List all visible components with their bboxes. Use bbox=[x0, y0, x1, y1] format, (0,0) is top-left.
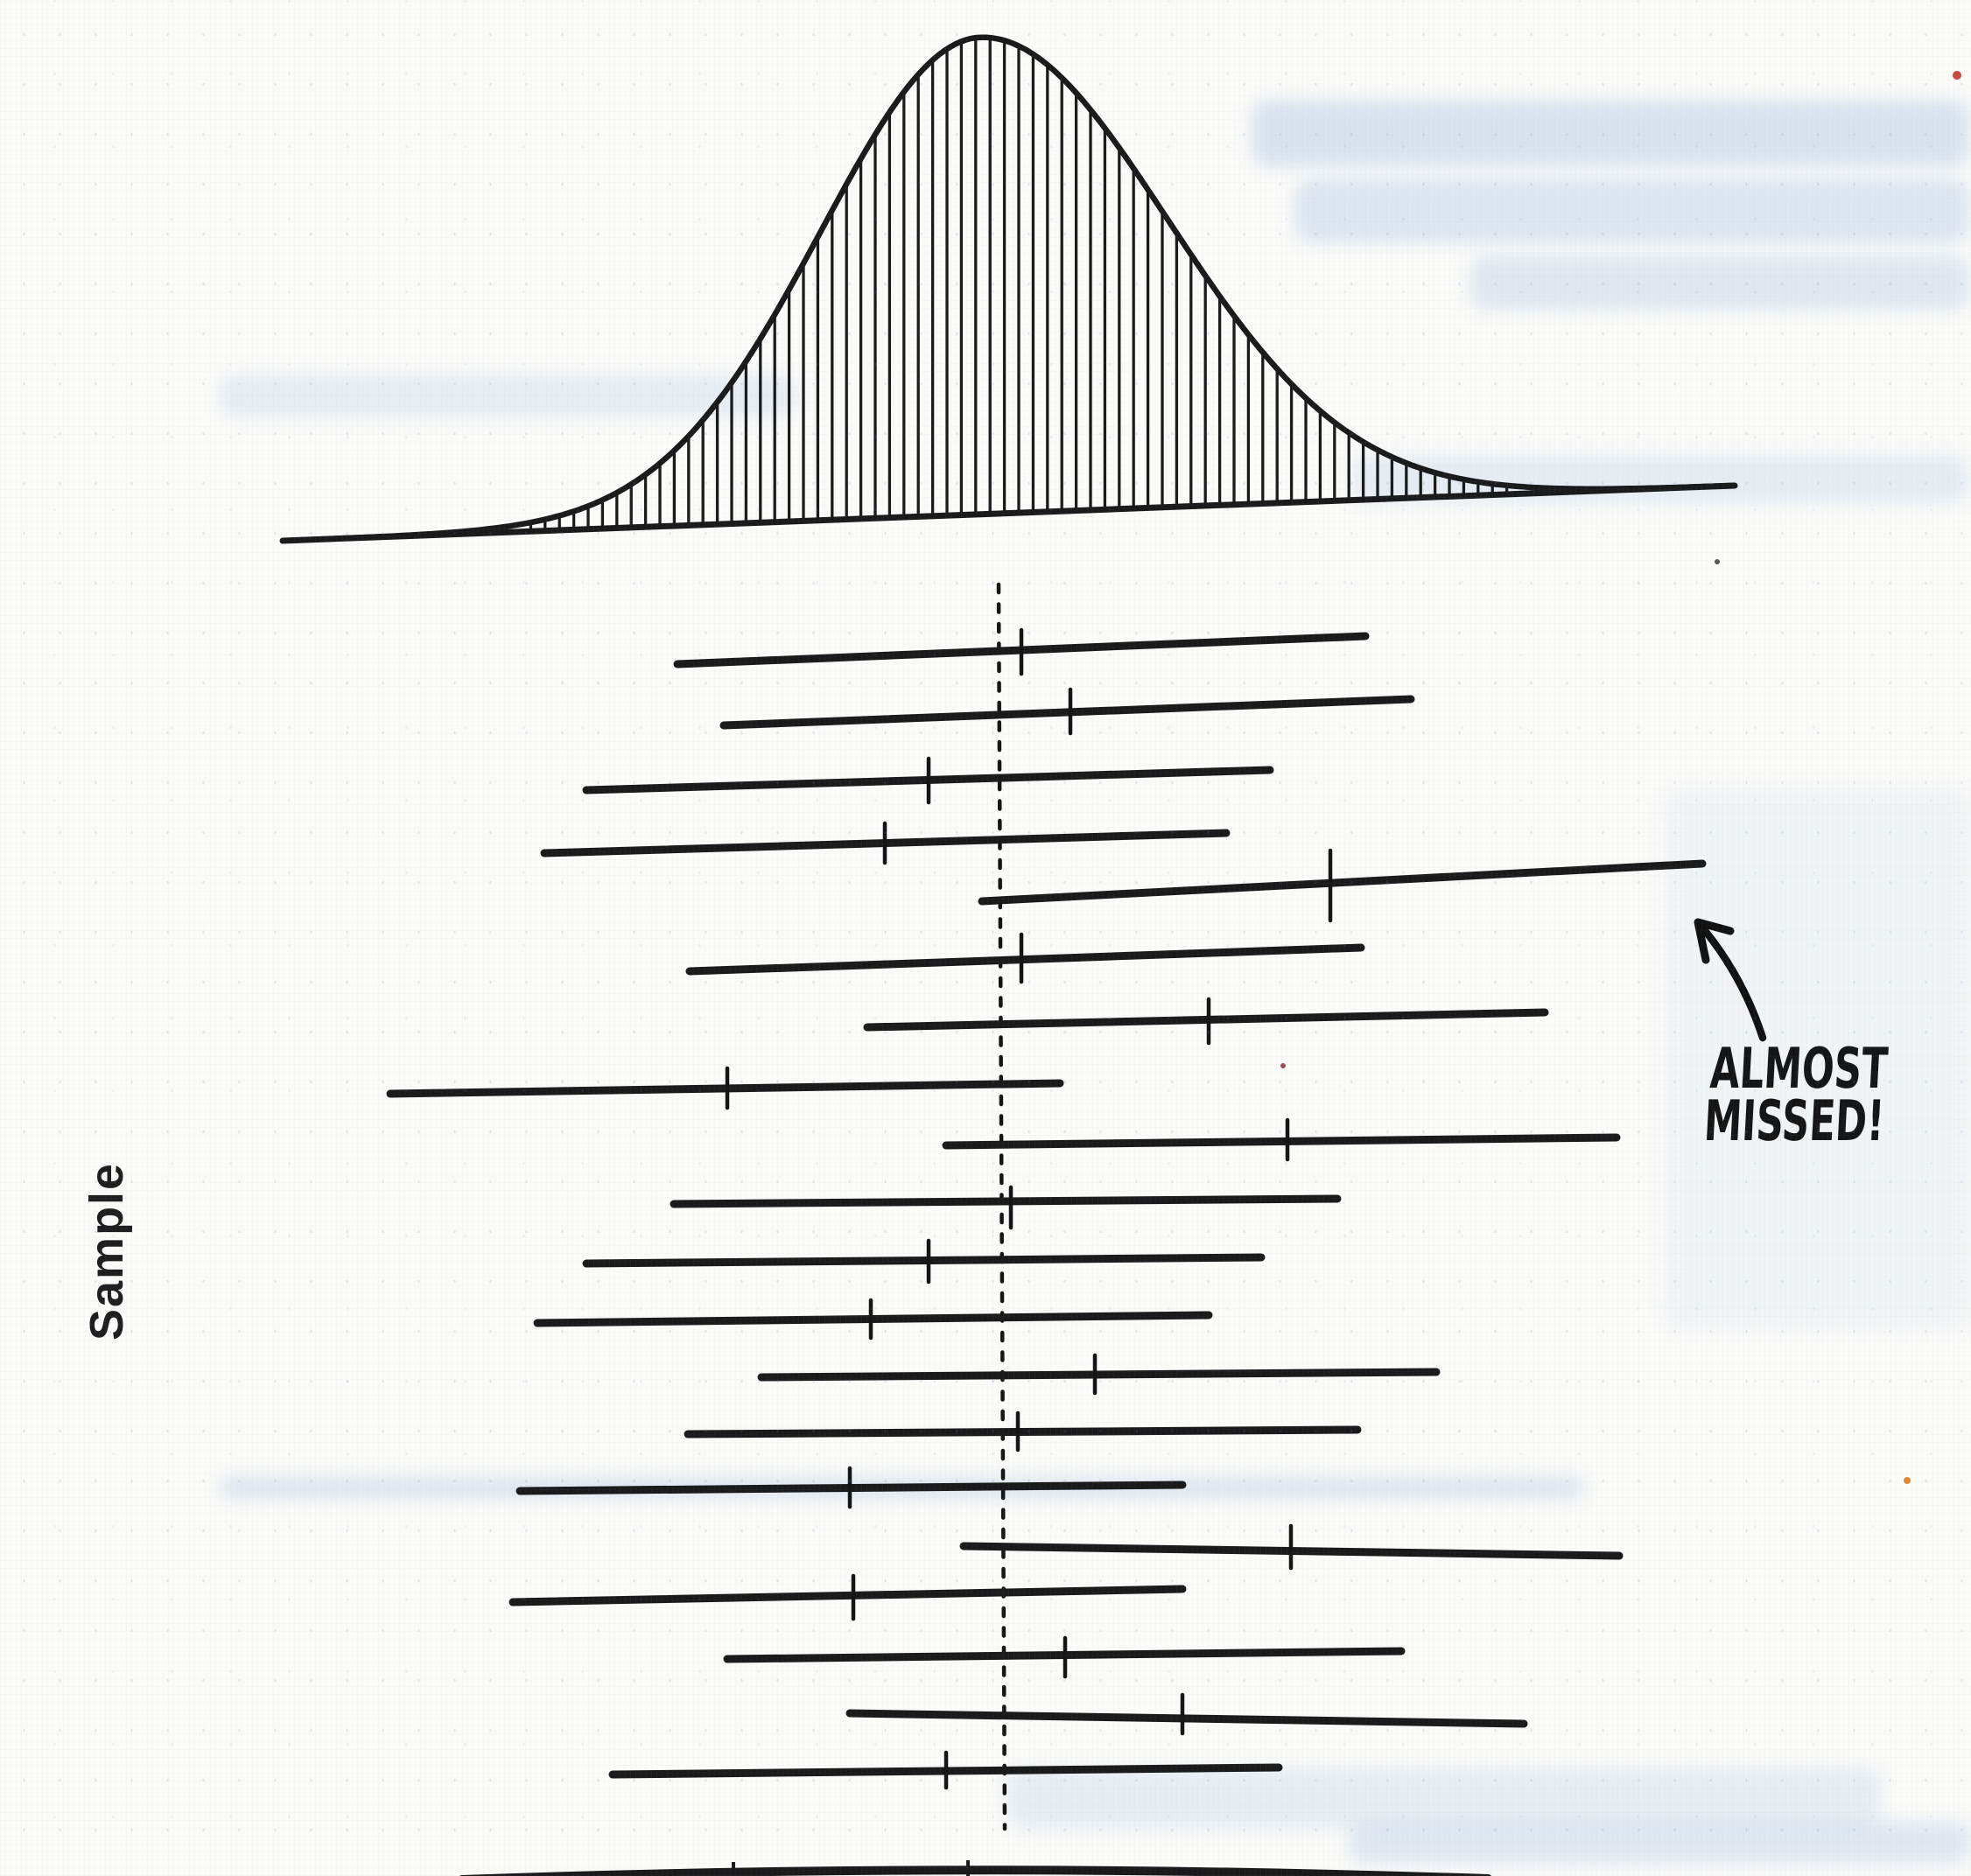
confidence-interval-rows bbox=[386, 627, 1707, 1790]
confidence-interval-line bbox=[845, 1709, 1528, 1728]
confidence-interval-line bbox=[978, 859, 1707, 906]
ghost-text-band bbox=[1663, 788, 1971, 1330]
sample-interval-row bbox=[582, 756, 1274, 805]
confidence-interval-line bbox=[386, 1079, 1064, 1098]
y-axis-label: Sample bbox=[81, 1162, 133, 1340]
confidence-interval-line bbox=[685, 943, 1365, 976]
bottom-curve-line bbox=[459, 1866, 1491, 1876]
sampling-distribution bbox=[279, 34, 1738, 544]
confidence-interval-line bbox=[509, 1585, 1187, 1606]
sample-interval-row bbox=[509, 1573, 1187, 1621]
confidence-interval-line bbox=[684, 1425, 1362, 1438]
ghost-text-band bbox=[1470, 256, 1969, 310]
ghost-text-band bbox=[1348, 1822, 1971, 1864]
confidence-interval-line bbox=[863, 1008, 1549, 1032]
confidence-interval-line bbox=[757, 1368, 1441, 1382]
sample-interval-row bbox=[516, 1466, 1187, 1509]
paper-speck bbox=[1953, 71, 1961, 80]
ghost-text-band bbox=[219, 374, 796, 418]
paper-speck bbox=[1715, 559, 1720, 564]
sample-interval-row bbox=[684, 1410, 1362, 1452]
sample-interval-row bbox=[582, 1238, 1266, 1284]
true-mean-dotted-line bbox=[996, 582, 1007, 1831]
bell-baseline bbox=[279, 482, 1738, 544]
sample-interval-row bbox=[386, 1066, 1064, 1110]
ghost-text-band bbox=[1252, 101, 1969, 166]
annotation-arrow bbox=[1694, 918, 1767, 1042]
sample-interval-row bbox=[863, 997, 1549, 1046]
confidence-interval-line bbox=[719, 695, 1415, 730]
annotation-arrow-shaft bbox=[1694, 918, 1767, 1042]
sample-interval-row bbox=[673, 627, 1370, 676]
annotation-text-line2: MISSED! bbox=[1702, 1088, 1886, 1153]
ghost-text-band bbox=[1007, 1768, 1882, 1829]
confidence-interval-line bbox=[942, 1133, 1621, 1150]
ghost-text-band bbox=[1295, 179, 1969, 242]
sample-interval-row bbox=[670, 1185, 1342, 1230]
bell-hatching bbox=[529, 40, 1509, 530]
confidence-interval-line bbox=[670, 1194, 1342, 1208]
bottom-partial-curve bbox=[459, 1860, 1491, 1876]
sampling-distribution-curve bbox=[285, 34, 1736, 543]
paper-speck bbox=[1904, 1477, 1911, 1484]
annotation-arrowhead bbox=[1694, 918, 1735, 964]
sample-interval-row bbox=[723, 1635, 1406, 1679]
sample-interval-row bbox=[608, 1750, 1283, 1790]
paper-showthrough bbox=[219, 101, 1971, 1864]
sample-interval-row bbox=[540, 821, 1231, 865]
sample-interval-row bbox=[845, 1692, 1528, 1736]
sample-interval-row bbox=[942, 1117, 1621, 1162]
annotation-text-line1: ALMOST bbox=[1708, 1035, 1890, 1101]
sample-interval-row bbox=[533, 1298, 1213, 1340]
sample-interval-row bbox=[959, 1523, 1624, 1571]
confidence-interval-line bbox=[533, 1311, 1213, 1327]
confidence-interval-line bbox=[582, 1253, 1266, 1268]
paper-specks bbox=[1280, 71, 1961, 1484]
sample-interval-row bbox=[685, 932, 1365, 984]
paper-speck bbox=[1280, 1063, 1286, 1068]
sample-interval-row-almost-missed bbox=[978, 848, 1707, 923]
sample-interval-row bbox=[757, 1353, 1441, 1396]
sample-interval-row bbox=[719, 687, 1415, 736]
